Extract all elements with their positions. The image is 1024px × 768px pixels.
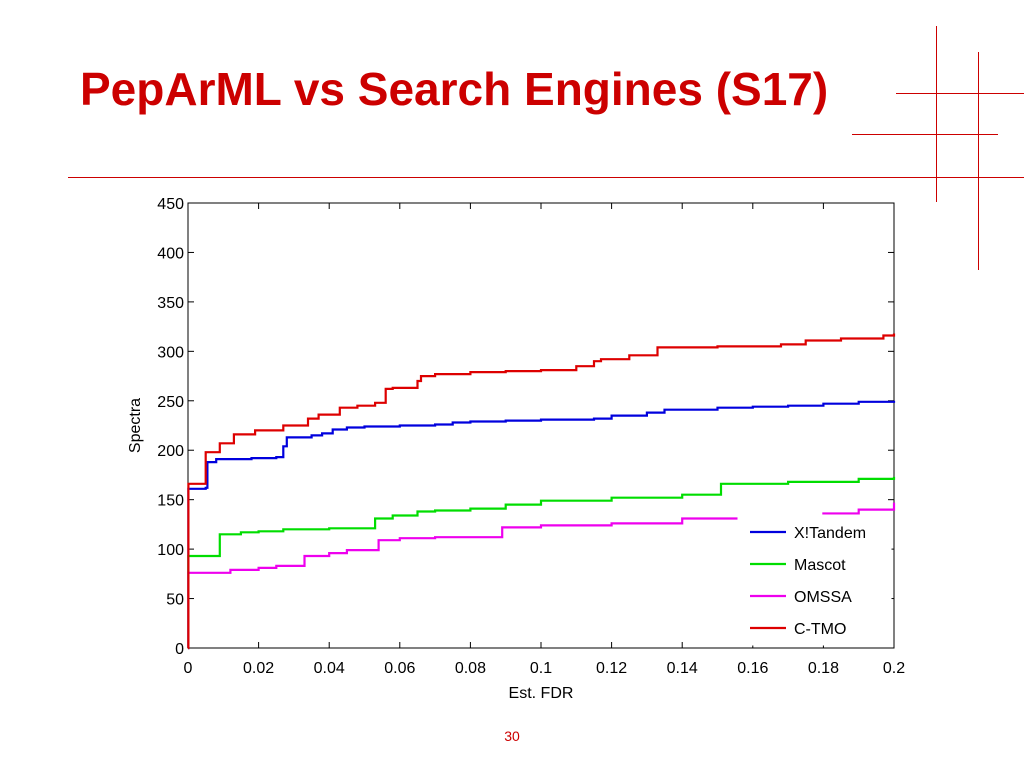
- y-tick-label: 300: [157, 344, 184, 361]
- slide-title: PepArML vs Search Engines (S17): [80, 63, 829, 115]
- legend-label-c-tmo: C-TMO: [794, 621, 846, 638]
- y-tick-label: 150: [157, 493, 184, 510]
- x-tick-label: 0.08: [455, 660, 486, 677]
- title-underline: [68, 177, 1024, 178]
- corner-decoration-horizontal-line: [852, 134, 998, 135]
- y-axis-title: Spectra: [127, 398, 144, 453]
- legend-label-x-tandem: X!Tandem: [794, 525, 866, 542]
- series-line-mascot: [187, 476, 896, 650]
- y-tick-label: 450: [157, 196, 184, 213]
- series-line-x-tandem: [187, 400, 896, 650]
- corner-decoration-vertical-line: [936, 26, 937, 202]
- x-tick-label: 0.06: [384, 660, 415, 677]
- y-tick-label: 250: [157, 394, 184, 411]
- series-line-c-tmo: [187, 333, 896, 650]
- corner-decoration-horizontal-line: [896, 93, 1024, 94]
- legend-box: [737, 514, 892, 646]
- y-tick-label: 400: [157, 245, 184, 262]
- x-tick-label: 0: [184, 660, 193, 677]
- y-tick-label: 50: [166, 592, 184, 609]
- x-tick-label: 0.02: [243, 660, 274, 677]
- x-tick-label: 0.16: [737, 660, 768, 677]
- y-tick-label: 0: [175, 641, 184, 658]
- x-tick-label: 0.18: [808, 660, 839, 677]
- x-tick-label: 0.04: [314, 660, 345, 677]
- page-number: 30: [504, 728, 520, 744]
- corner-decoration-vertical-line: [978, 52, 979, 270]
- y-tick-label: 100: [157, 542, 184, 559]
- x-axis-title: Est. FDR: [509, 685, 574, 702]
- legend-label-mascot: Mascot: [794, 557, 846, 574]
- y-tick-label: 200: [157, 443, 184, 460]
- x-tick-label: 0.1: [530, 660, 552, 677]
- y-tick-label: 350: [157, 295, 184, 312]
- x-tick-label: 0.12: [596, 660, 627, 677]
- legend-label-omssa: OMSSA: [794, 589, 852, 606]
- x-tick-label: 0.2: [883, 660, 905, 677]
- x-tick-label: 0.14: [667, 660, 698, 677]
